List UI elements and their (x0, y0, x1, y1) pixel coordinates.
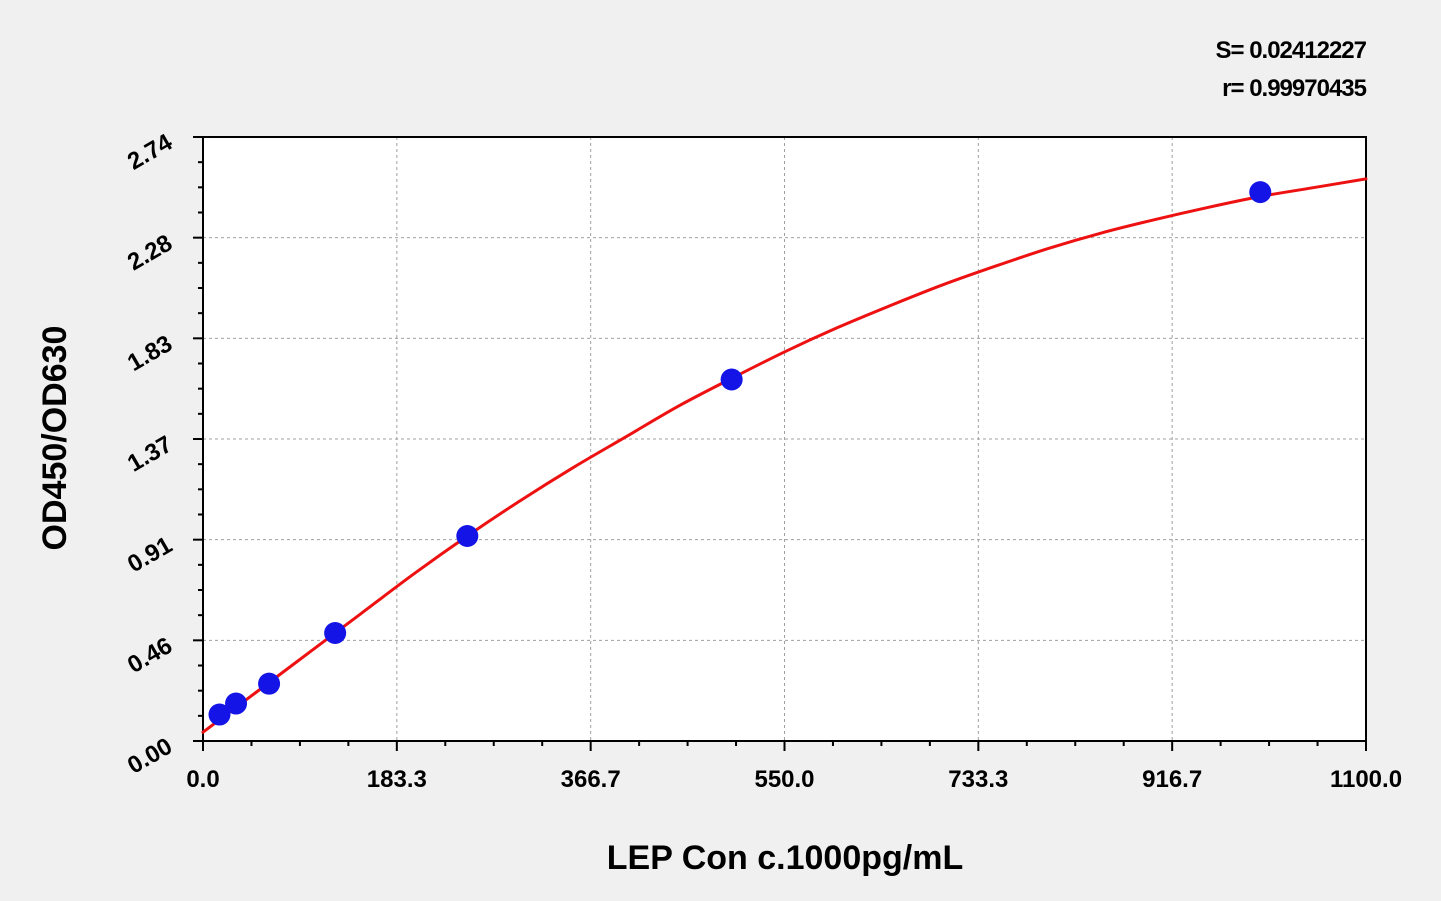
x-tick-label: 183.3 (367, 766, 427, 793)
y-tick-label: 2.74 (123, 128, 178, 175)
x-tick-label: 916.7 (1142, 766, 1202, 793)
data-point (720, 368, 743, 391)
x-tick-label: 1100.0 (1330, 766, 1402, 793)
y-tick-label: 1.37 (123, 431, 177, 478)
s-statistic: S= 0.02412227 (1216, 37, 1367, 64)
fit-curve-line (201, 177, 1368, 734)
x-tick-label: 366.7 (561, 766, 621, 793)
x-tick-label: 550.0 (754, 766, 814, 793)
data-point (208, 703, 231, 726)
r-statistic: r= 0.99970435 (1222, 75, 1366, 102)
fit-curve-layer (201, 177, 1368, 734)
data-point (258, 672, 281, 695)
data-point (324, 621, 347, 644)
y-tick-label: 0.00 (123, 733, 177, 780)
data-point (456, 524, 479, 547)
y-tick-label: 1.83 (123, 330, 177, 377)
y-axis-title: OD450/OD630 (36, 326, 74, 551)
y-tick-label: 0.46 (123, 632, 177, 679)
y-tick-label: 2.28 (123, 229, 177, 276)
axes (193, 136, 1367, 751)
x-tick-label: 733.3 (948, 766, 1008, 793)
y-tick-label: 0.91 (123, 531, 177, 578)
data-points-layer (208, 181, 1272, 726)
x-tick-label: 0.0 (186, 766, 219, 793)
grid-lines (203, 137, 1366, 741)
x-axis-title: LEP Con c.1000pg/mL (607, 839, 963, 877)
data-point (225, 692, 248, 715)
data-point (1249, 181, 1272, 204)
